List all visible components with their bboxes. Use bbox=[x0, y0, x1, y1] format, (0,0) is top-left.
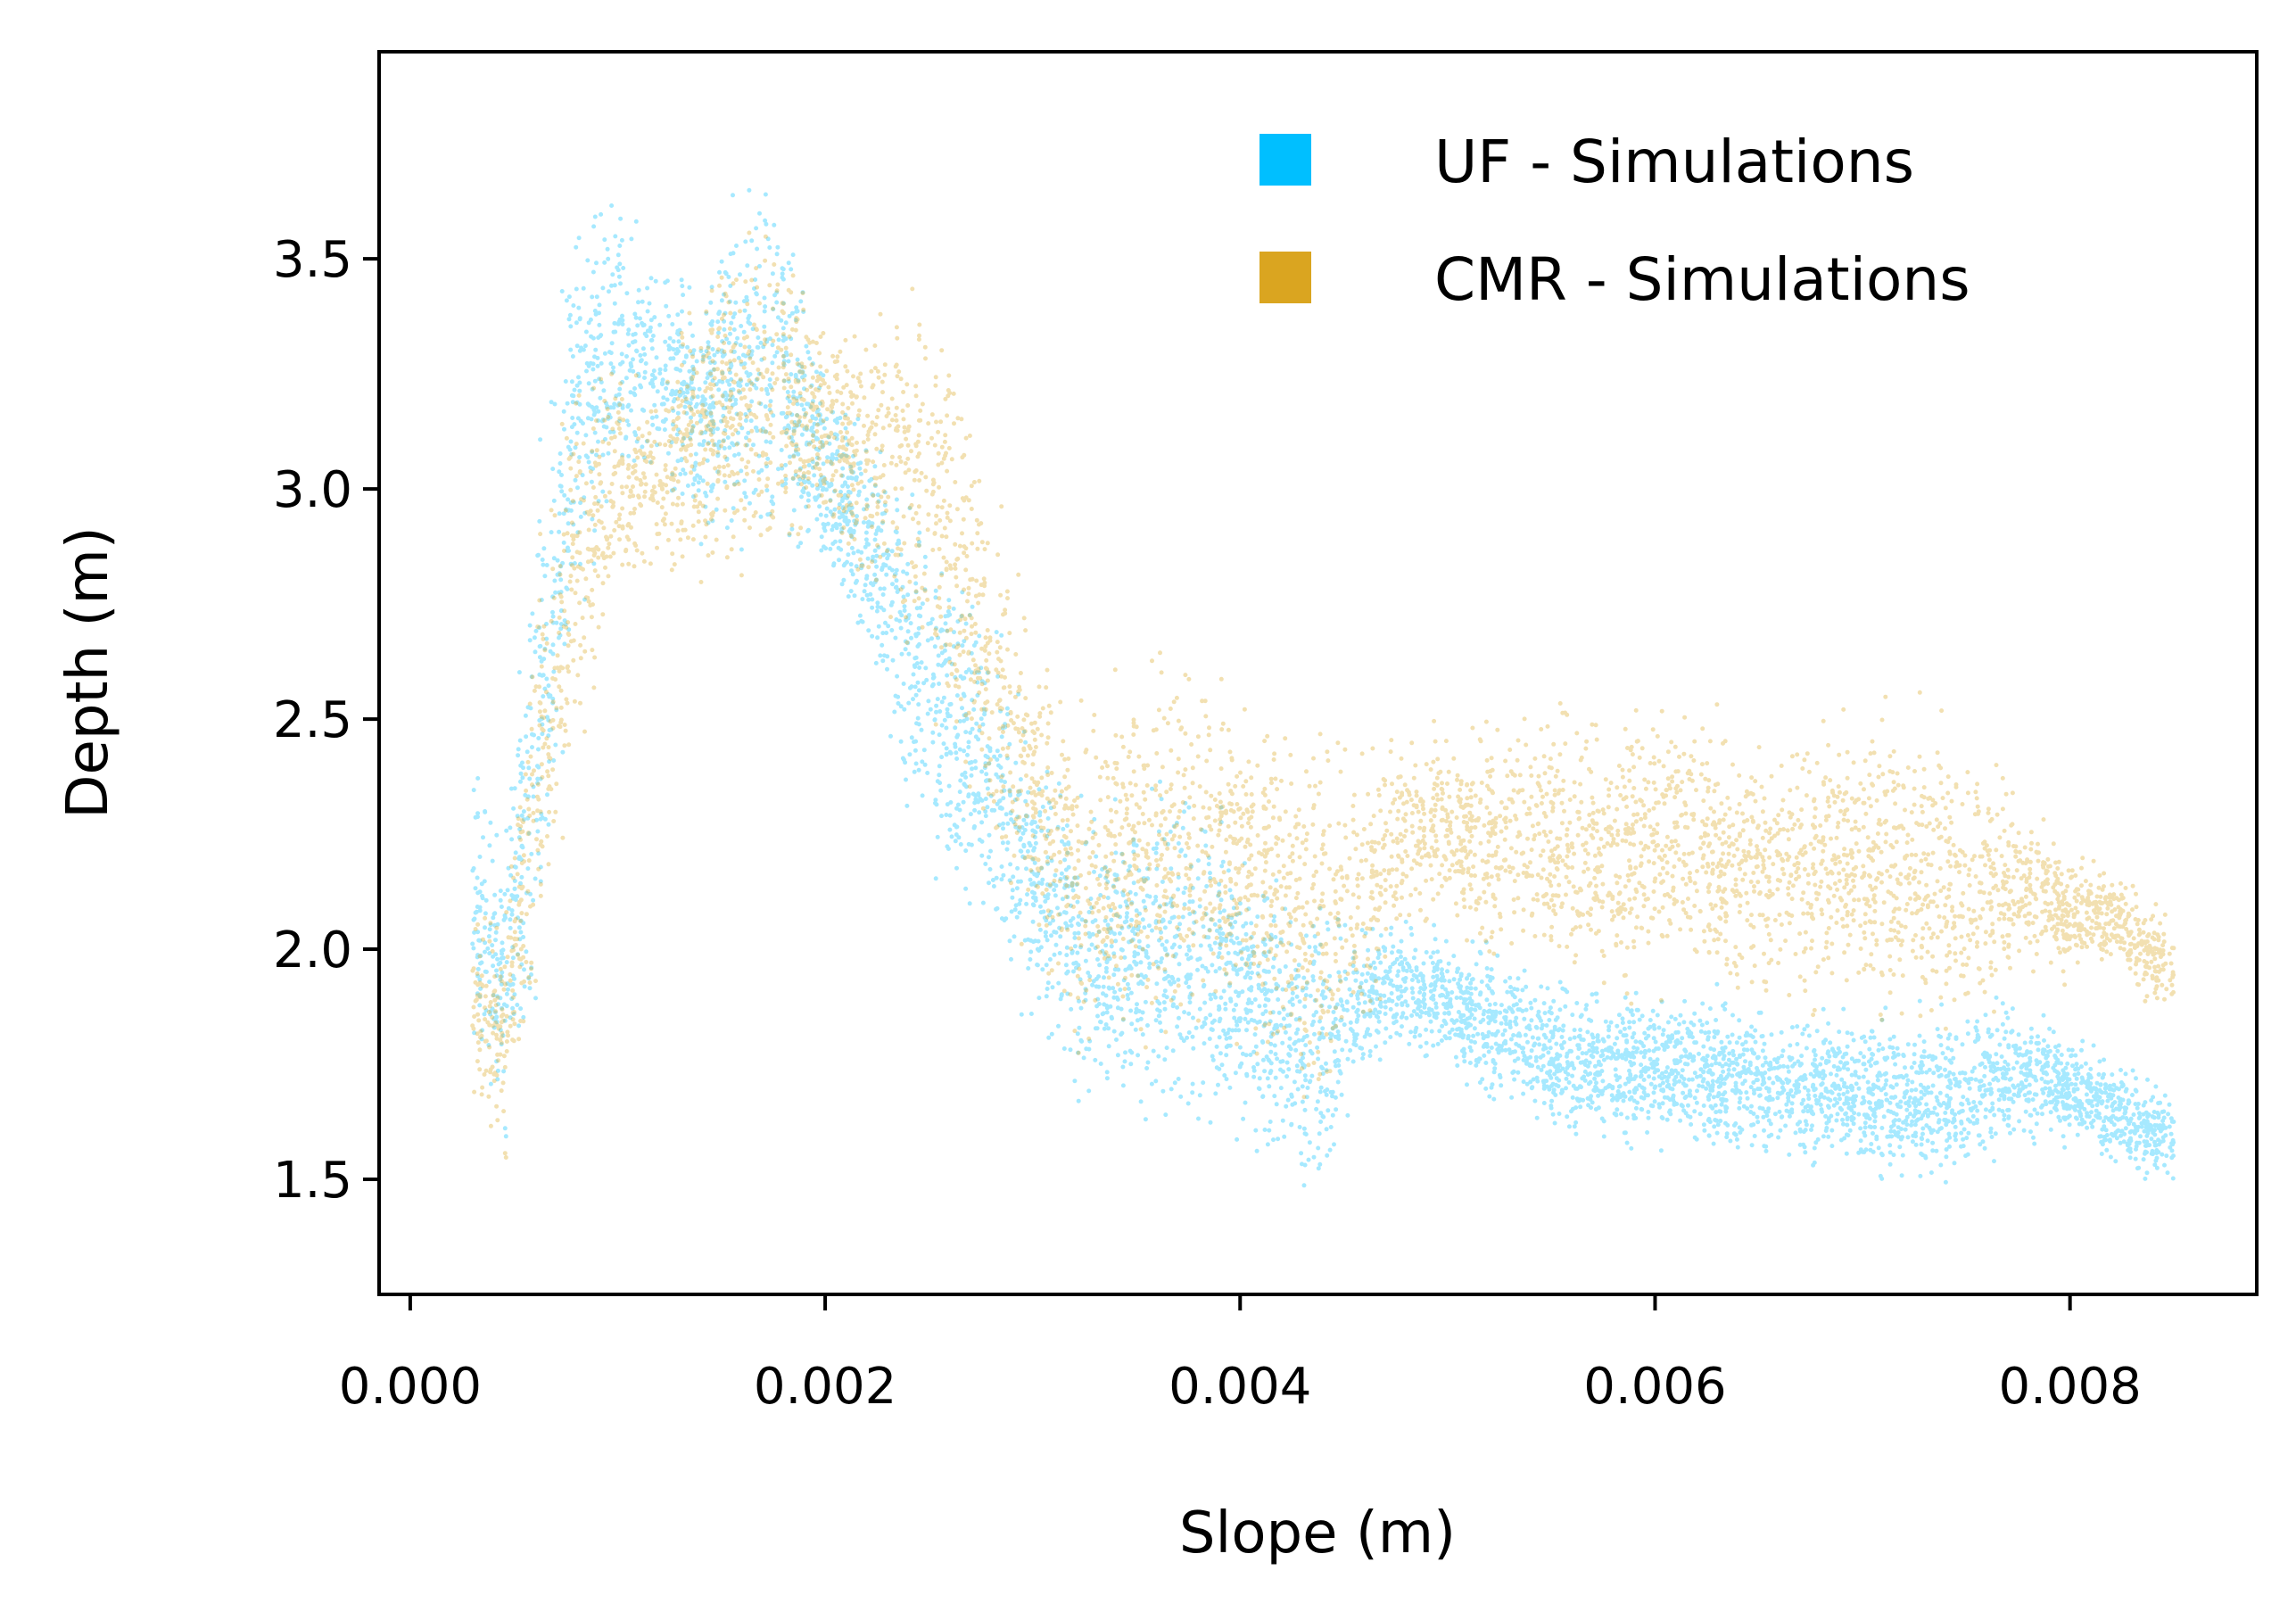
x-axis: 0.000 0.002 0.004 0.006 0.008 bbox=[339, 1294, 2142, 1416]
legend-marker bbox=[1259, 134, 1311, 186]
data-points bbox=[470, 187, 2176, 1188]
y-axis-label: Depth (m) bbox=[55, 526, 121, 819]
legend-label: UF - Simulations bbox=[1434, 128, 1914, 196]
series-points-cmr bbox=[470, 230, 2176, 1160]
legend-label: CMR - Simulations bbox=[1434, 245, 1970, 314]
x-tick-label: 0.006 bbox=[1583, 1358, 1726, 1416]
y-axis: 1.5 2.0 2.5 3.0 3.5 bbox=[273, 231, 379, 1210]
legend-marker bbox=[1259, 252, 1311, 303]
series-points-uf bbox=[470, 187, 2176, 1188]
y-tick-label: 2.0 bbox=[273, 922, 352, 979]
y-tick-label: 3.5 bbox=[273, 231, 352, 289]
x-tick-label: 0.004 bbox=[1169, 1358, 1311, 1416]
x-tick-label: 0.008 bbox=[1998, 1358, 2141, 1416]
y-tick-label: 2.5 bbox=[273, 691, 352, 749]
y-tick-label: 3.0 bbox=[273, 461, 352, 519]
legend: UF - Simulations CMR - Simulations bbox=[1259, 128, 1970, 314]
x-tick-label: 0.000 bbox=[339, 1358, 482, 1416]
x-axis-label: Slope (m) bbox=[1179, 1500, 1456, 1566]
plot-frame bbox=[377, 50, 2259, 1296]
x-tick-label: 0.002 bbox=[754, 1358, 896, 1416]
y-tick-label: 1.5 bbox=[273, 1152, 352, 1210]
